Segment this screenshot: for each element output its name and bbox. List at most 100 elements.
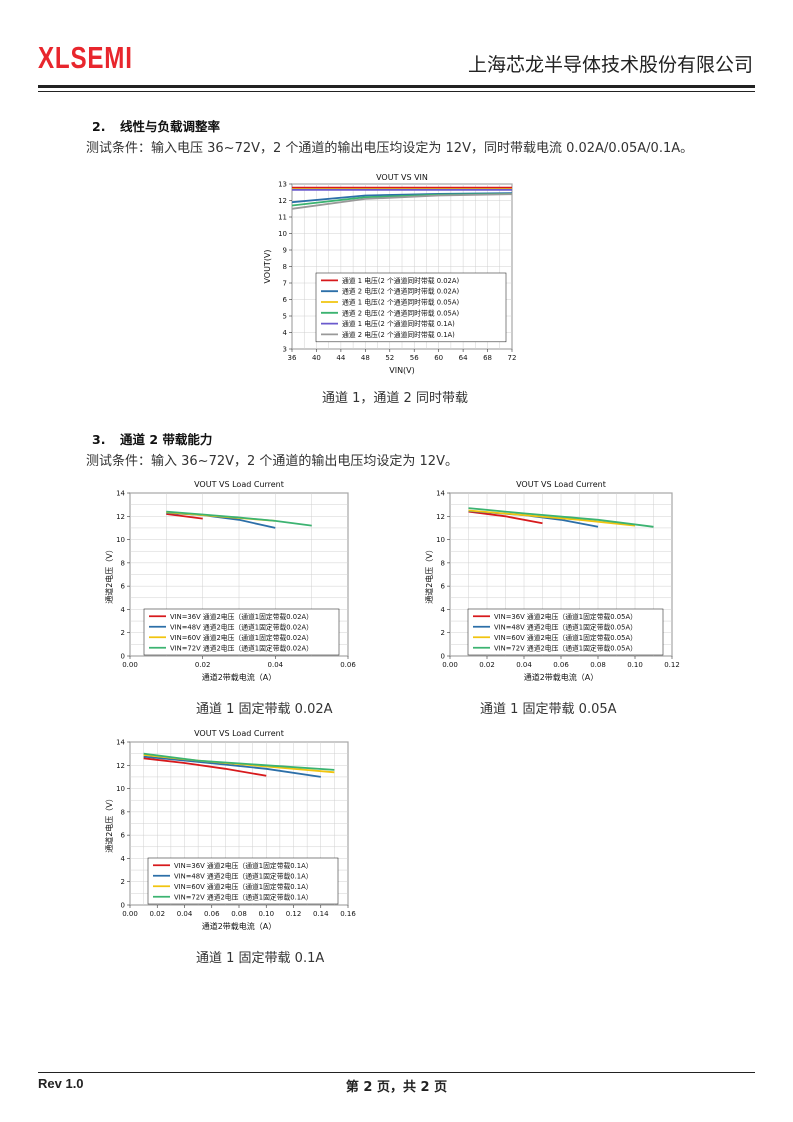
legend-label: VIN=48V 通道2电压（通道1固定带载0.05A）	[494, 622, 637, 631]
y-tick-label: 8	[441, 559, 445, 567]
x-tick-label: 0.08	[231, 910, 247, 918]
legend-label: VIN=60V 通道2电压（通道1固定带载0.02A）	[170, 633, 313, 642]
x-tick-label: 0.10	[627, 661, 643, 669]
chart-load-0-02a: VOUT VS Load Current 0.00 0.02 0.04 0.06 0 2 4 6…	[100, 475, 370, 690]
x-tick-label: 0.02	[195, 661, 211, 669]
y-tick-label: 6	[441, 583, 446, 591]
legend-label: 通道 2 电压(2 个通道同时带载 0.05A)	[342, 308, 459, 317]
y-tick-label: 6	[283, 296, 288, 304]
y-tick-label: 6	[121, 583, 126, 591]
y-tick-label: 2	[441, 629, 445, 637]
x-axis-label: 通道2带载电流（A）	[524, 672, 599, 682]
section-2-caption: 通道 1，通道 2 同时带载	[322, 391, 468, 406]
y-tick-label: 12	[436, 513, 445, 521]
section-2-heading: 线性与负载调整率	[120, 119, 221, 134]
y-tick-label: 3	[283, 346, 287, 354]
revision: Rev 1.0	[38, 1076, 84, 1091]
chart-load-0-05a-svg: VOUT VS Load Current 0.00 0.02 0.04 0.06 0.08…	[424, 480, 680, 682]
x-axis-label: 通道2带载电流（A）	[202, 672, 277, 682]
y-tick-label: 4	[441, 606, 446, 614]
chart-load-0-02a-svg: VOUT VS Load Current 0.00 0.02 0.04 0.06 0 2 4 6…	[104, 480, 356, 682]
legend-label: 通道 1 电压(2 个通道同时带载 0.02A)	[342, 276, 459, 285]
x-tick-label: 0.12	[286, 910, 302, 918]
legend-label: 通道 1 电压(2 个通道同时带载 0.05A)	[342, 298, 459, 307]
x-tick-label: 72	[508, 354, 517, 362]
series-line-4	[143, 752, 335, 771]
section-2-number: 2.	[92, 119, 106, 134]
x-tick-label: 0.00	[442, 661, 458, 669]
legend-label: VIN=36V 通道2电压（通道1固定带载0.1A）	[174, 861, 313, 870]
y-tick-label: 4	[283, 329, 288, 337]
y-tick-label: 6	[121, 832, 126, 840]
y-tick-label: 5	[283, 313, 287, 321]
x-tick-label: 60	[434, 354, 443, 362]
legend-box	[143, 608, 340, 656]
x-tick-label: 0.08	[590, 661, 606, 669]
x-tick-label: 68	[483, 354, 492, 362]
legend-label: VIN=36V 通道2电压（通道1固定带载0.02A）	[170, 612, 313, 621]
series-line-1	[166, 513, 203, 520]
caption-load-0-05a: 通道 1 固定带载 0.05A	[480, 702, 617, 717]
caption-load-0-1a: 通道 1 固定带载 0.1A	[196, 951, 325, 966]
y-tick-label: 4	[121, 855, 126, 863]
y-tick-label: 10	[278, 230, 287, 238]
y-axis-label: 通道2电压（V）	[104, 794, 114, 853]
legend-label: VIN=60V 通道2电压（通道1固定带载0.1A）	[174, 882, 313, 891]
legend-box	[315, 272, 507, 343]
x-tick-label: 0.02	[479, 661, 495, 669]
legend-label: VIN=48V 通道2电压（通道1固定带载0.02A）	[170, 622, 313, 631]
x-tick-label: 0.16	[340, 910, 356, 918]
x-tick-label: 0.04	[516, 661, 532, 669]
x-tick-label: 0.06	[204, 910, 220, 918]
y-tick-label: 10	[116, 536, 125, 544]
header-rule	[38, 85, 755, 88]
y-tick-label: 12	[116, 762, 125, 770]
section-3-number: 3.	[92, 432, 106, 447]
y-tick-label: 4	[121, 606, 126, 614]
series-line-6	[291, 193, 513, 210]
x-tick-label: 0.00	[122, 661, 138, 669]
x-tick-label: 40	[312, 354, 321, 362]
footer-rule	[38, 1072, 755, 1073]
x-tick-label: 0.02	[149, 910, 165, 918]
y-axis-label: VOUT(V)	[263, 249, 272, 283]
legend-label: VIN=72V 通道2电压（通道1固定带载0.02A）	[170, 643, 313, 652]
x-tick-label: 44	[336, 354, 345, 362]
caption-load-0-02a: 通道 1 固定带载 0.02A	[196, 702, 333, 717]
x-tick-label: 48	[361, 354, 370, 362]
y-tick-label: 12	[116, 513, 125, 521]
y-tick-label: 2	[121, 629, 125, 637]
section-3-heading: 通道 2 带载能力	[120, 432, 213, 447]
section-2-condition: 测试条件：输入电压 36~72V，2 个通道的输出电压均设定为 12V，同时带载…	[86, 141, 694, 156]
y-tick-label: 7	[283, 280, 287, 288]
y-axis-label: 通道2电压（V）	[104, 545, 114, 604]
chart-title: VOUT VS VIN	[376, 173, 428, 182]
y-tick-label: 0	[121, 902, 125, 910]
company-logo: XLSEMI	[38, 40, 133, 75]
chart-load-0-05a: VOUT VS Load Current 0.00 0.02 0.04 0.06 0.08…	[420, 475, 690, 690]
y-tick-label: 10	[116, 785, 125, 793]
series-line-1	[143, 757, 267, 777]
x-tick-label: 56	[410, 354, 419, 362]
y-tick-label: 14	[116, 739, 125, 747]
x-tick-label: 52	[385, 354, 394, 362]
y-tick-label: 12	[278, 197, 287, 205]
legend-box	[147, 857, 339, 905]
legend-label: 通道 2 电压(2 个通道同时带载 0.1A)	[342, 330, 455, 339]
series-line-4	[166, 510, 312, 527]
company-name: 上海芯龙半导体技术股份有限公司	[467, 54, 753, 76]
x-tick-label: 0.14	[313, 910, 329, 918]
chart-load-0-1a-svg: VOUT VS Load Current 0.00 0.02 0.04 0.06 0.08…	[104, 729, 356, 931]
x-axis-label: VIN(V)	[389, 366, 415, 375]
section-3-condition: 测试条件：输入 36~72V，2 个通道的输出电压均设定为 12V。	[86, 454, 458, 469]
x-tick-label: 0.06	[553, 661, 569, 669]
x-tick-label: 36	[288, 354, 297, 362]
y-tick-label: 10	[436, 536, 445, 544]
chart-title: VOUT VS Load Current	[194, 729, 284, 738]
y-tick-label: 14	[436, 490, 445, 498]
y-tick-label: 8	[121, 808, 125, 816]
legend-label: VIN=72V 通道2电压（通道1固定带载0.05A）	[494, 643, 637, 652]
legend-label: VIN=60V 通道2电压（通道1固定带载0.05A）	[494, 633, 637, 642]
chart-title: VOUT VS Load Current	[194, 480, 284, 489]
